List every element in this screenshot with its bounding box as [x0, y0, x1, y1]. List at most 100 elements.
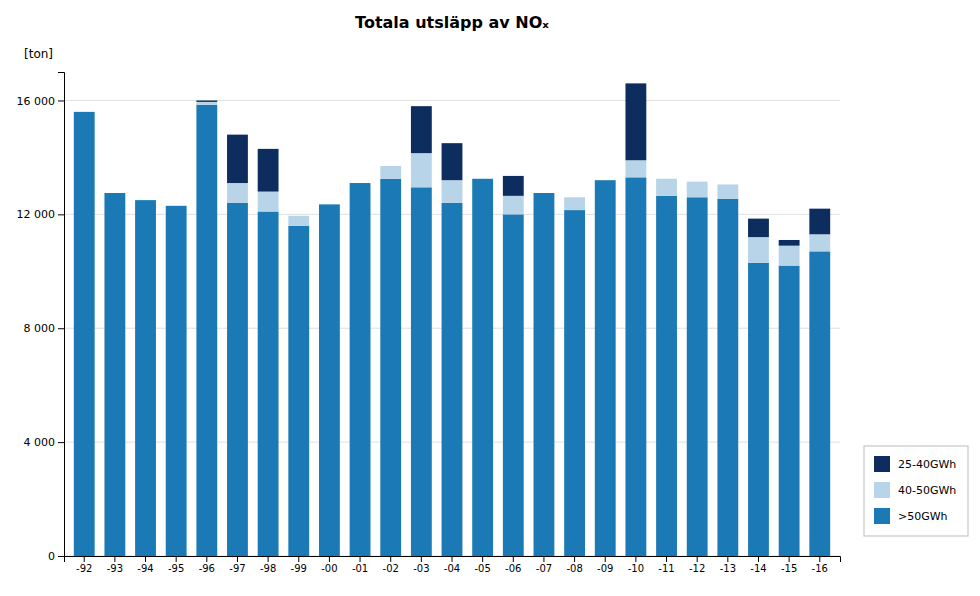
- tick: -15: [781, 556, 797, 574]
- grid-line: [64, 100, 840, 101]
- tick-mark: [543, 556, 544, 562]
- bar: [534, 193, 555, 194]
- bar: [227, 183, 248, 203]
- series: [196, 102, 830, 266]
- tick-mark: [237, 556, 238, 562]
- tick-label: -12: [689, 563, 705, 574]
- tick: -11: [658, 556, 674, 574]
- bar: [748, 219, 769, 238]
- bar: [595, 180, 616, 181]
- bar: [687, 182, 708, 198]
- legend-item: 25-40GWh: [874, 456, 956, 472]
- series: [74, 105, 830, 556]
- tick: 8 000: [24, 322, 65, 335]
- tick-mark: [360, 556, 361, 562]
- legend-label: >50GWh: [898, 510, 948, 523]
- tick-label: -07: [536, 563, 552, 574]
- tick-mark: [789, 556, 790, 562]
- tick-mark: [114, 556, 115, 562]
- bar: [74, 112, 95, 556]
- series: [196, 83, 830, 245]
- bar: [503, 196, 524, 215]
- bar: [534, 193, 555, 194]
- bar: [196, 105, 217, 556]
- bar: [717, 199, 738, 556]
- bar: [74, 111, 95, 112]
- y-axis-label: [ton]: [24, 47, 53, 61]
- tick-label: -16: [812, 563, 828, 574]
- tick: -06: [505, 556, 521, 574]
- tick: -04: [444, 556, 460, 574]
- tick-mark: [482, 556, 483, 562]
- tick: -14: [750, 556, 766, 574]
- bar: [319, 204, 340, 205]
- tick: -10: [628, 556, 644, 574]
- tick-label: -09: [597, 563, 613, 574]
- bar: [135, 200, 156, 201]
- tick-label: -92: [76, 563, 92, 574]
- bar: [656, 179, 677, 196]
- tick-label: -10: [628, 563, 644, 574]
- tick-label: 4 000: [24, 436, 56, 449]
- tick-mark: [819, 556, 820, 562]
- bar: [472, 178, 493, 179]
- bar: [350, 183, 371, 184]
- bar: [656, 178, 677, 179]
- tick-mark: [421, 556, 422, 562]
- chart: 04 0008 00012 00016 000-92-93-94-95-96-9…: [0, 0, 980, 596]
- tick: -01: [352, 556, 368, 574]
- tick-mark: [574, 556, 575, 562]
- bar: [319, 204, 340, 556]
- tick-label: 8 000: [24, 322, 56, 335]
- tick-mark: [605, 556, 606, 562]
- bar: [380, 179, 401, 556]
- bar: [809, 251, 830, 556]
- tick-label: -06: [505, 563, 521, 574]
- tick-label: -93: [107, 563, 123, 574]
- bars: [74, 83, 830, 556]
- bar: [625, 83, 646, 160]
- tick-label: -15: [781, 563, 797, 574]
- tick-mark: [635, 556, 636, 562]
- tick: -12: [689, 556, 705, 574]
- tick-label: -97: [229, 563, 245, 574]
- tick: -97: [229, 556, 245, 574]
- bar: [411, 187, 432, 556]
- bar: [227, 135, 248, 183]
- bar: [779, 240, 800, 246]
- bar: [442, 180, 463, 203]
- bar: [104, 193, 125, 194]
- tick-mark: [206, 556, 207, 562]
- bar: [74, 111, 95, 112]
- bar: [350, 183, 371, 556]
- bar: [687, 181, 708, 182]
- bar: [166, 205, 187, 206]
- bar: [258, 192, 279, 212]
- bar: [288, 226, 309, 556]
- legend-swatch: [874, 456, 890, 472]
- bar: [411, 153, 432, 187]
- tick-label: -13: [720, 563, 736, 574]
- legend: 25-40GWh40-50GWh>50GWh: [864, 446, 968, 536]
- tick-mark: [298, 556, 299, 562]
- bar: [534, 193, 555, 556]
- tick-mark: [329, 556, 330, 562]
- tick: -95: [168, 556, 184, 574]
- tick: 0: [48, 550, 64, 563]
- bar: [809, 209, 830, 235]
- tick-mark: [58, 556, 64, 557]
- bar: [779, 246, 800, 266]
- bar: [503, 214, 524, 556]
- tick: -13: [720, 556, 736, 574]
- tick: -08: [566, 556, 582, 574]
- tick-label: -02: [383, 563, 399, 574]
- tick: -16: [812, 556, 828, 574]
- tick-label: -03: [413, 563, 429, 574]
- bar: [717, 184, 738, 198]
- tick-mark: [176, 556, 177, 562]
- tick-mark: [513, 556, 514, 562]
- tick-mark: [58, 328, 64, 329]
- tick-label: -98: [260, 563, 276, 574]
- bar: [288, 216, 309, 226]
- tick-mark: [390, 556, 391, 562]
